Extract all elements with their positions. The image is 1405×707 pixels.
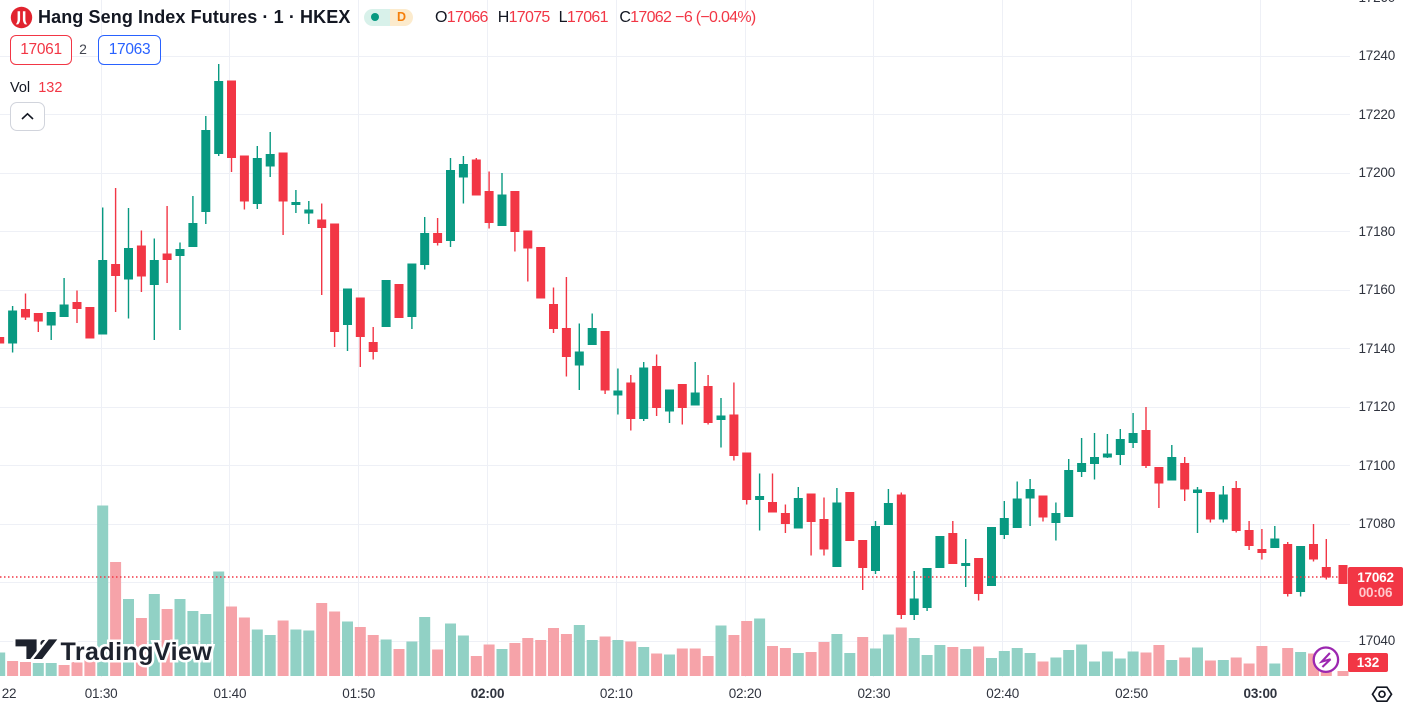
svg-text:TradingView: TradingView xyxy=(61,638,213,666)
